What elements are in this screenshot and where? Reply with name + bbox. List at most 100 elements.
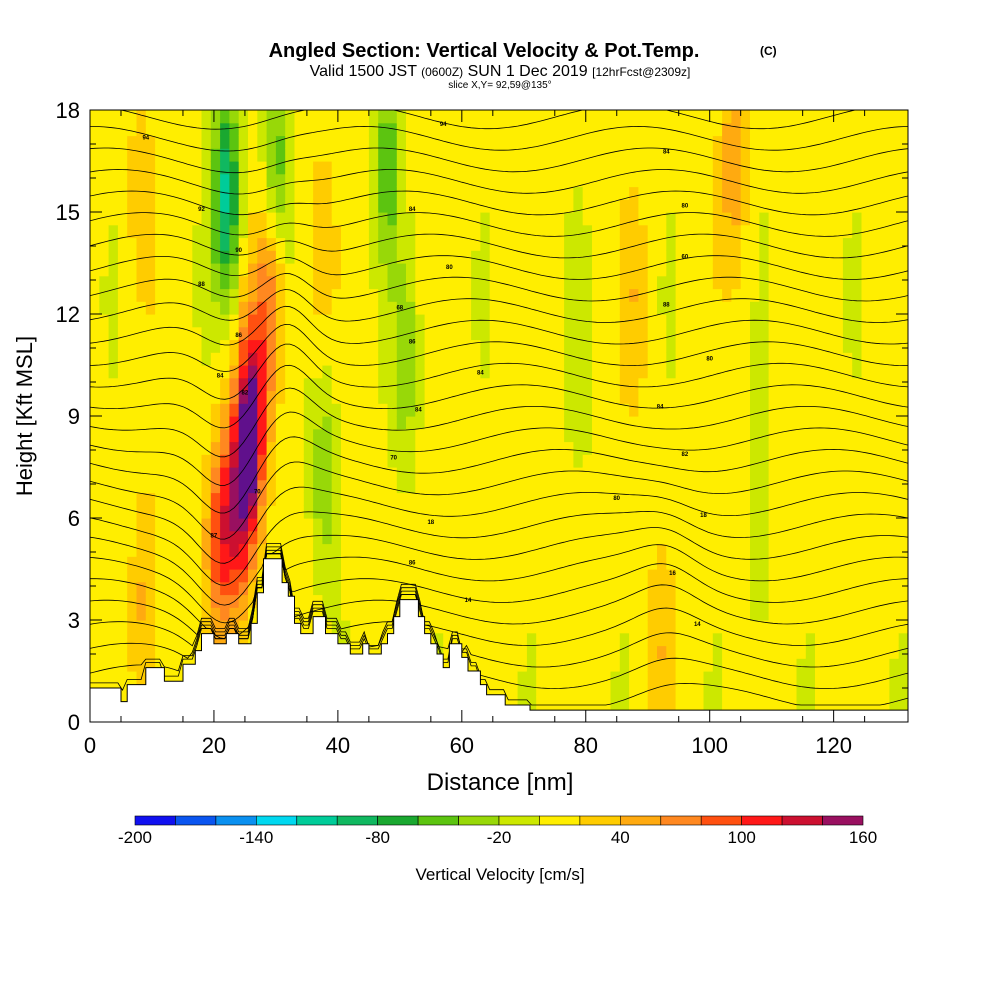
velocity-cell	[145, 352, 156, 366]
velocity-cell	[675, 479, 686, 494]
velocity-cell	[331, 250, 342, 264]
velocity-cell	[740, 224, 751, 239]
velocity-cell	[99, 467, 110, 481]
velocity-cell	[703, 161, 714, 175]
velocity-cell	[331, 288, 342, 302]
velocity-cell	[248, 352, 258, 366]
velocity-cell	[313, 263, 323, 277]
velocity-cell	[610, 696, 621, 710]
velocity-cell	[508, 530, 519, 545]
velocity-cell	[722, 658, 732, 672]
velocity-cell	[183, 518, 193, 532]
velocity-cell	[787, 403, 798, 417]
velocity-cell	[285, 263, 296, 277]
velocity-cell	[415, 467, 426, 481]
velocity-cell	[257, 224, 268, 239]
velocity-cell	[433, 581, 444, 596]
velocity-cell	[229, 543, 240, 557]
velocity-cell	[471, 505, 481, 519]
velocity-cell	[313, 161, 323, 175]
velocity-cell	[889, 237, 900, 251]
velocity-cell	[787, 683, 798, 698]
velocity-cell	[703, 467, 714, 481]
theta-contour	[90, 411, 908, 486]
velocity-cell	[712, 454, 723, 468]
velocity-cell	[192, 199, 203, 213]
velocity-cell	[433, 199, 444, 213]
velocity-cell	[210, 569, 221, 583]
velocity-cell	[294, 607, 305, 621]
velocity-cell	[684, 492, 695, 506]
velocity-cell	[415, 416, 426, 430]
velocity-cell	[201, 122, 212, 137]
velocity-cell	[889, 161, 900, 175]
velocity-cell	[629, 620, 639, 634]
velocity-cell	[322, 441, 333, 455]
velocity-cell	[573, 543, 584, 557]
velocity-cell	[545, 645, 556, 659]
velocity-cell	[424, 263, 435, 277]
velocity-cell	[387, 594, 398, 608]
velocity-cell	[861, 237, 872, 251]
velocity-cell	[331, 492, 342, 506]
velocity-cell	[331, 161, 342, 175]
velocity-cell	[127, 224, 138, 239]
velocity-cell	[750, 530, 760, 545]
velocity-cell	[545, 275, 556, 290]
velocity-cell	[471, 148, 481, 162]
velocity-cell	[666, 301, 677, 315]
velocity-cell	[740, 365, 751, 379]
velocity-cell	[740, 658, 751, 672]
velocity-cell	[117, 632, 128, 647]
velocity-cell	[647, 479, 658, 494]
velocity-cell	[675, 377, 686, 392]
velocity-cell	[396, 543, 407, 557]
velocity-cell	[870, 530, 881, 545]
velocity-cell	[108, 518, 119, 532]
velocity-cell	[573, 365, 584, 379]
velocity-cell	[694, 428, 705, 443]
velocity-cell	[331, 352, 342, 366]
velocity-cell	[768, 314, 779, 328]
velocity-cell	[220, 314, 230, 328]
velocity-cell	[647, 683, 658, 698]
velocity-cell	[601, 658, 612, 672]
velocity-cell	[889, 683, 900, 698]
velocity-cell	[740, 161, 751, 175]
velocity-cell	[229, 390, 240, 404]
velocity-cell	[657, 326, 667, 341]
velocity-cell	[192, 556, 203, 570]
colorbar-swatch	[781, 815, 823, 826]
theta-contour	[90, 543, 908, 647]
velocity-cell	[331, 237, 342, 251]
velocity-cell	[415, 441, 426, 455]
velocity-cell	[443, 326, 454, 341]
velocity-cell	[248, 339, 258, 353]
velocity-cell	[684, 416, 695, 430]
velocity-cell	[777, 594, 788, 608]
velocity-cell	[220, 594, 230, 608]
velocity-cell	[145, 403, 156, 417]
velocity-cell	[684, 505, 695, 519]
velocity-cell	[99, 390, 110, 404]
velocity-cell	[545, 339, 556, 353]
velocity-cell	[480, 467, 491, 481]
velocity-cell	[415, 301, 426, 315]
contour-label-text: 86	[409, 561, 416, 567]
velocity-cell	[768, 467, 779, 481]
velocity-cell	[759, 518, 770, 532]
velocity-cell	[554, 428, 565, 443]
velocity-cell	[647, 250, 658, 264]
velocity-cell	[443, 122, 454, 137]
velocity-cell	[257, 288, 268, 302]
velocity-cell	[759, 135, 770, 149]
velocity-cell	[433, 479, 444, 494]
velocity-cell	[461, 632, 472, 647]
velocity-cell	[861, 122, 872, 137]
velocity-cell	[378, 594, 389, 608]
velocity-cell	[619, 492, 630, 506]
velocity-cell	[815, 632, 825, 647]
velocity-cell	[638, 671, 649, 685]
velocity-cell	[536, 518, 547, 532]
